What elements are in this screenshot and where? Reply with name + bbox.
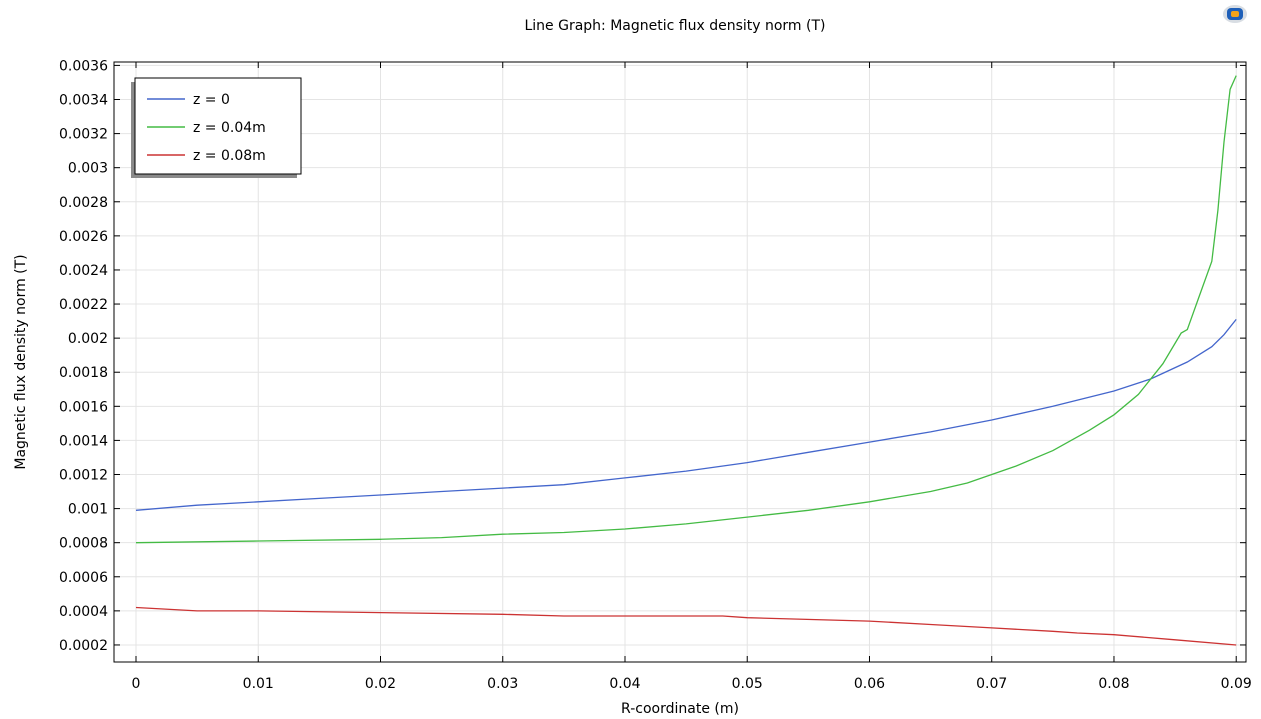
x-tick-label: 0.06 bbox=[854, 676, 885, 692]
legend-label: z = 0.04m bbox=[193, 120, 266, 136]
x-tick-label: 0.08 bbox=[1098, 676, 1129, 692]
chart-title: Line Graph: Magnetic flux density norm (… bbox=[524, 18, 825, 34]
plot-series bbox=[135, 75, 1237, 646]
x-tick-label: 0 bbox=[132, 676, 141, 692]
x-tick-label: 0.03 bbox=[487, 676, 518, 692]
y-tick-label: 0.0018 bbox=[59, 365, 108, 381]
y-tick-label: 0.0006 bbox=[59, 570, 108, 586]
y-tick-label: 0.002 bbox=[68, 331, 108, 347]
y-tick-label: 0.0014 bbox=[59, 433, 108, 449]
x-tick-label: 0.07 bbox=[976, 676, 1007, 692]
series-line bbox=[135, 606, 1237, 646]
y-tick-label: 0.0026 bbox=[59, 229, 108, 245]
x-tick-label: 0.09 bbox=[1221, 676, 1252, 692]
x-tick-label: 0.04 bbox=[609, 676, 640, 692]
y-tick-label: 0.0004 bbox=[59, 604, 108, 620]
y-tick-label: 0.0022 bbox=[59, 297, 108, 313]
plot-frame bbox=[113, 61, 1247, 663]
legend: z = 0 z = 0.04m z = 0.08m bbox=[131, 77, 302, 178]
y-axis-ticks: 0.0002 0.0004 0.0006 0.0008 0.001 0.0012 0.001… bbox=[59, 58, 1246, 654]
y-tick-label: 0.003 bbox=[68, 161, 108, 177]
x-axis-ticks: 0 0.01 0.02 0.03 0.04 0.05 0.06 0.07 0.08 0.09 bbox=[132, 62, 1252, 692]
series-line bbox=[135, 318, 1237, 511]
x-tick-label: 0.05 bbox=[732, 676, 763, 692]
y-tick-label: 0.0024 bbox=[59, 263, 108, 279]
y-tick-label: 0.0002 bbox=[59, 638, 108, 654]
y-tick-label: 0.0028 bbox=[59, 195, 108, 211]
y-tick-label: 0.0036 bbox=[59, 58, 108, 74]
y-tick-label: 0.0016 bbox=[59, 399, 108, 415]
x-tick-label: 0.02 bbox=[365, 676, 396, 692]
y-tick-label: 0.0008 bbox=[59, 536, 108, 552]
grid-lines bbox=[114, 62, 1246, 662]
x-tick-label: 0.01 bbox=[243, 676, 274, 692]
y-tick-label: 0.0032 bbox=[59, 127, 108, 143]
legend-label: z = 0 bbox=[193, 92, 230, 108]
legend-box bbox=[134, 77, 302, 175]
x-axis-label: R-coordinate (m) bbox=[621, 701, 739, 717]
y-tick-label: 0.001 bbox=[68, 502, 108, 518]
y-tick-label: 0.0034 bbox=[59, 93, 108, 109]
app-logo-icon bbox=[1223, 5, 1247, 23]
y-tick-label: 0.0012 bbox=[59, 468, 108, 484]
y-axis-label: Magnetic flux density norm (T) bbox=[13, 254, 29, 469]
legend-label: z = 0.08m bbox=[193, 148, 266, 164]
series-line bbox=[135, 75, 1237, 544]
